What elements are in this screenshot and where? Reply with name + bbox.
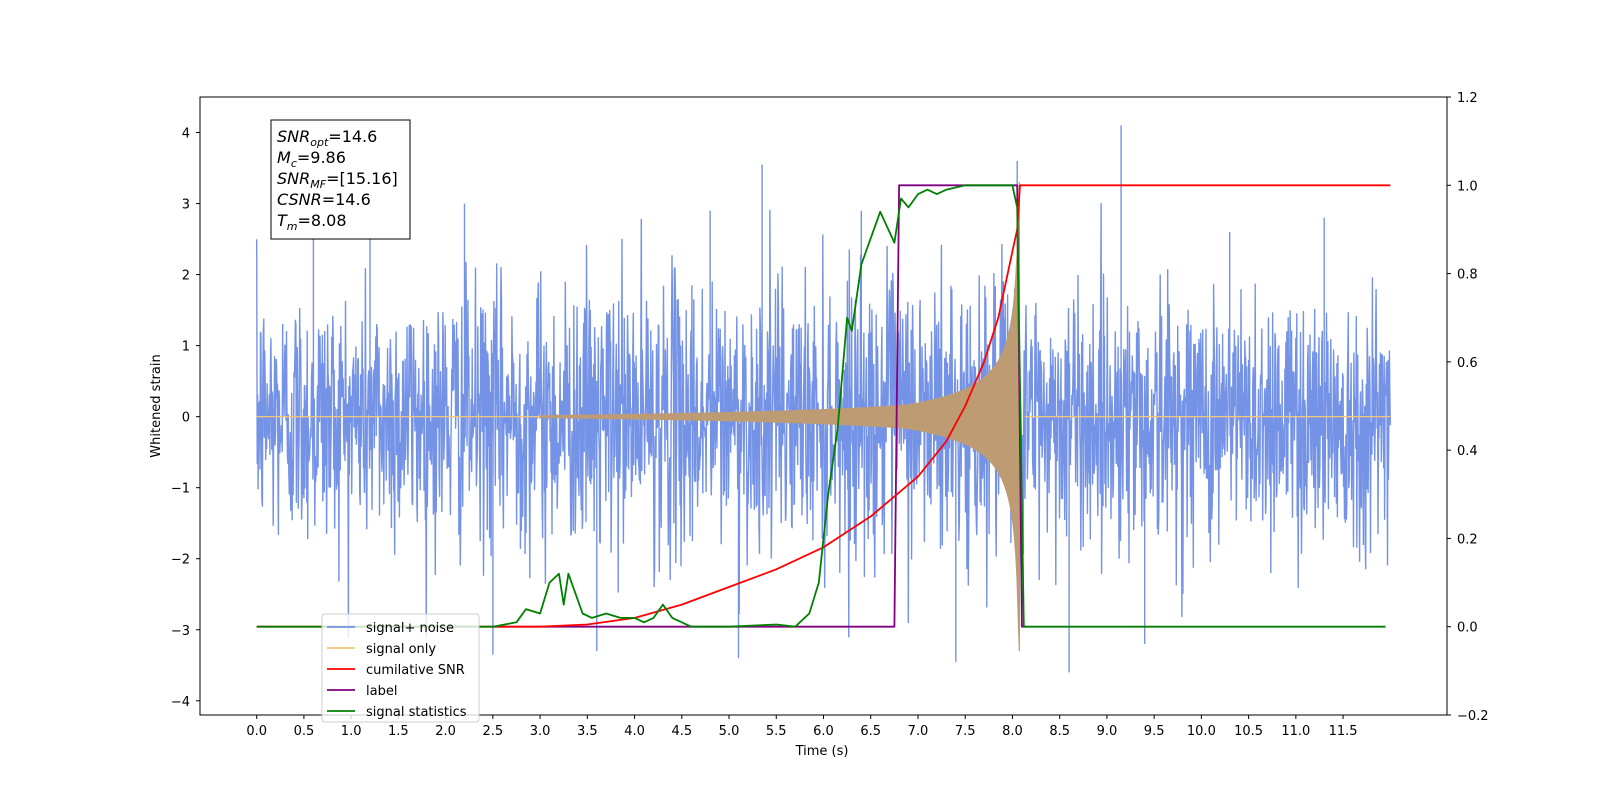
- y2-tick-label: 1.2: [1457, 91, 1478, 106]
- y-tick-label: 3: [182, 198, 190, 213]
- y2-tick-label: −0.2: [1457, 709, 1489, 724]
- x-axis-label: Time (s): [795, 744, 849, 759]
- y-tick-label: 0: [182, 411, 190, 426]
- annotation-line: Tm=8.08: [277, 211, 347, 233]
- x-tick-label: 0.5: [294, 724, 315, 739]
- x-tick-label: 0.0: [246, 724, 267, 739]
- y2-tick-label: 0.8: [1457, 268, 1478, 283]
- annotation-line: Mc=9.86: [277, 148, 346, 170]
- annotation-box: SNRopt=14.6Mc=9.86SNRMF=[15.16]CSNR=14.6…: [270, 119, 411, 240]
- x-tick-label: 11.0: [1281, 724, 1310, 739]
- series-label: [492, 184, 1027, 628]
- x-tick-label: 11.5: [1329, 724, 1358, 739]
- y-tick-label: 2: [182, 269, 190, 284]
- x-tick-label: 3.5: [577, 724, 598, 739]
- x-tick-label: 7.5: [955, 724, 976, 739]
- y-tick-label: 4: [182, 127, 190, 142]
- y2-tick-label: 0.6: [1457, 356, 1478, 371]
- y2-tick-label: 0.0: [1457, 621, 1478, 636]
- x-tick-label: 8.0: [1002, 724, 1023, 739]
- legend-label: signal only: [366, 642, 436, 657]
- y-axis-label: Whitened strain: [149, 354, 164, 457]
- annotation-frame: [270, 119, 411, 240]
- x-tick-label: 2.0: [435, 724, 456, 739]
- x-tick-label: 3.0: [530, 724, 551, 739]
- y-tick-label: 1: [182, 340, 190, 355]
- y2-tick-label: 0.4: [1457, 444, 1478, 459]
- x-axis: 0.0 0.5 1.0 1.5 2.0 2.5 3.0 3.5 4.0 4.5 5.0 5.5 6.0 6…: [246, 715, 1358, 739]
- series-signal-only-envelope: [540, 182, 1020, 652]
- x-tick-label: 5.5: [766, 724, 787, 739]
- x-tick-label: 1.0: [341, 724, 362, 739]
- legend-label: cumilative SNR: [366, 663, 465, 678]
- x-tick-label: 9.0: [1097, 724, 1118, 739]
- x-tick-label: 6.5: [860, 724, 881, 739]
- x-tick-label: 7.0: [908, 724, 929, 739]
- series-signal-statistics: [256, 184, 1386, 628]
- x-tick-label: 6.0: [813, 724, 834, 739]
- y-tick-label: −2: [171, 553, 190, 568]
- y-axis-right: 1.2 1.0 0.8 0.6 0.4 0.2 0.0 −0.2: [1447, 91, 1489, 724]
- series-cumulative-snr: [256, 184, 1391, 628]
- y-tick-label: −3: [171, 624, 190, 639]
- legend: signal+ noise signal only cumilative SNR la…: [321, 613, 480, 723]
- y-tick-label: −1: [171, 482, 190, 497]
- annotation-line: SNRopt=14.6: [277, 127, 377, 149]
- annotation-line: CSNR=14.6: [277, 190, 371, 209]
- x-tick-label: 4.0: [624, 724, 645, 739]
- series-layer: [256, 125, 1391, 673]
- x-tick-label: 10.5: [1234, 724, 1263, 739]
- legend-label: signal+ noise: [366, 621, 454, 636]
- x-tick-label: 10.0: [1187, 724, 1216, 739]
- y-tick-label: −4: [171, 695, 190, 710]
- y2-tick-label: 0.2: [1457, 532, 1478, 547]
- x-tick-label: 9.5: [1144, 724, 1165, 739]
- legend-label: label: [366, 684, 397, 699]
- legend-frame: [321, 613, 480, 723]
- x-tick-label: 5.0: [719, 724, 740, 739]
- x-tick-label: 8.5: [1049, 724, 1070, 739]
- annotation-line: SNRMF=[15.16]: [277, 169, 398, 191]
- y2-tick-label: 1.0: [1457, 179, 1478, 194]
- x-tick-label: 1.5: [388, 724, 409, 739]
- x-tick-label: 2.5: [483, 724, 504, 739]
- y-axis-left: 4 3 2 1 0 −1 −2 −3 −4: [171, 127, 200, 710]
- x-tick-label: 4.5: [671, 724, 692, 739]
- legend-label: signal statistics: [366, 705, 467, 720]
